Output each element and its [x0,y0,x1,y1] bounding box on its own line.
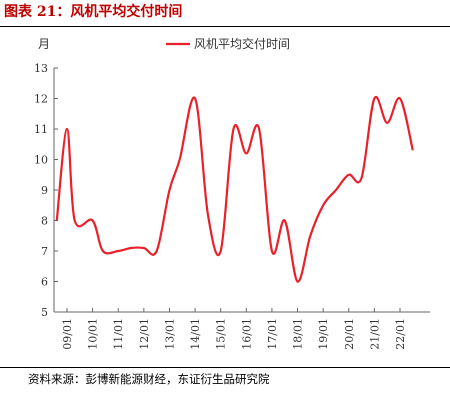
y-tick-label: 7 [41,245,48,258]
x-tick-label: 09/01 [61,318,74,350]
y-tick-label: 13 [34,62,48,75]
x-tick-label: 15/01 [215,318,228,350]
x-tick-label: 10/01 [87,318,100,350]
x-tick-label: 21/01 [368,318,381,350]
y-tick-label: 5 [41,306,48,319]
x-tick-label: 12/01 [138,318,151,350]
x-tick-label: 11/01 [112,318,125,350]
chart-axes [53,67,430,313]
x-tick-label: 16/01 [240,318,253,350]
x-tick-label: 17/01 [266,318,279,350]
x-tick-label: 20/01 [343,318,356,350]
y-tick-label: 6 [41,276,48,289]
source-note: 资料来源：彭博新能源财经，东证衍生品研究院 [28,372,270,386]
chart-legend: 风机平均交付时间 [166,36,290,51]
y-tick-label: 8 [41,215,48,228]
y-tick-label: 10 [34,154,48,167]
y-tick-labels: 5 6 7 8 9 10 11 12 13 [34,62,48,319]
y-tick-label: 12 [34,93,48,106]
legend-label: 风机平均交付时间 [194,36,290,51]
x-tick-label: 13/01 [163,318,176,350]
y-axis-unit-label: 月 [38,37,50,51]
x-tick-label: 19/01 [317,318,330,350]
series-line-delivery-time [55,95,414,283]
y-tick-label: 11 [34,123,48,136]
bottom-rule [0,367,450,368]
x-tick-labels: 09/01 10/01 11/01 12/01 13/01 14/01 15/01 16/01… [61,318,407,350]
x-tick-label: 22/01 [394,318,407,350]
series-layer [55,95,414,283]
y-tick-label: 9 [41,184,48,197]
top-rule [0,26,450,27]
x-tick-label: 14/01 [189,318,202,350]
line-chart: 5 6 7 8 9 10 11 12 13 09/01 10/01 11/01 12/01 13/01 1… [34,36,430,350]
figure-caption: 图表 21：风机平均交付时间 [4,4,183,20]
x-tick-label: 18/01 [292,318,305,350]
